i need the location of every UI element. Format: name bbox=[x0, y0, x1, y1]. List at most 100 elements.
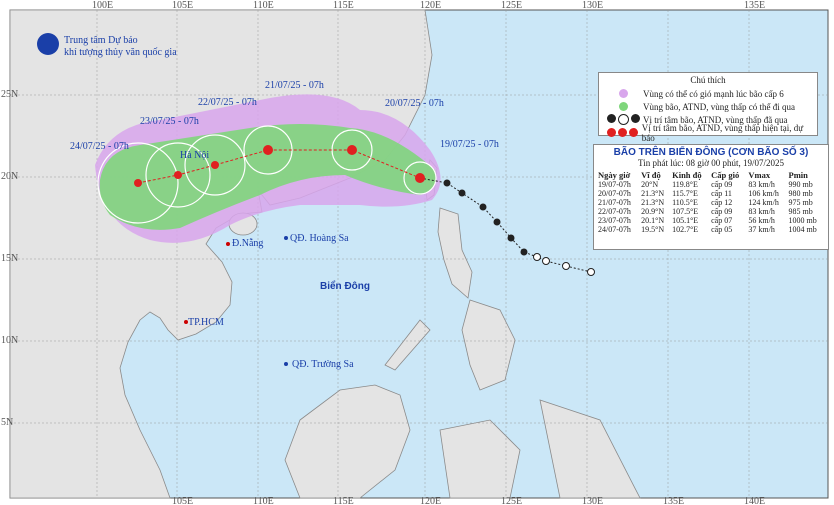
lon-label: 100E bbox=[92, 0, 113, 11]
column-header: Vmax bbox=[748, 170, 771, 180]
legend-text: Vị trí tâm bão, ATND, vùng thấp hiện tại… bbox=[641, 122, 804, 143]
lon-label: 140E bbox=[744, 496, 765, 505]
column-header: Pmin bbox=[788, 170, 808, 180]
track-label: 20/07/25 - 07h bbox=[385, 98, 444, 109]
table-cell: 975 mb bbox=[788, 198, 813, 207]
column-header: Ngày giờ bbox=[598, 170, 631, 180]
lon-label: 105E bbox=[172, 0, 193, 11]
legend-item: Vùng bão, ATND, vùng thấp có thể đi qua bbox=[603, 100, 813, 113]
table-cell: 107.5°E bbox=[672, 207, 699, 216]
table-row: 20/07-07h 21.3°N 115.7°E cấp 11 106 km/h 980 … bbox=[597, 189, 825, 198]
table-cell: cấp 09 bbox=[711, 207, 733, 216]
sea-label: Biển Đông bbox=[320, 280, 370, 292]
island-dot bbox=[284, 236, 288, 240]
place-label: Hà Nội bbox=[180, 150, 209, 161]
table-cell: 21.3°N bbox=[641, 189, 665, 198]
table-title: BÃO TRÊN BIỂN ĐÔNG (CƠN BÃO SỐ 3) bbox=[613, 147, 809, 158]
legend: Chú thích Vùng có thể có gió mạnh lúc bã… bbox=[598, 72, 818, 143]
table-cell: 20/07-07h bbox=[598, 189, 631, 198]
table-cell: 990 mb bbox=[788, 180, 813, 189]
table-cell: 19.5°N bbox=[641, 225, 665, 234]
lon-label: 125E bbox=[501, 0, 522, 11]
forecast-track bbox=[137, 149, 421, 184]
table-cell: cấp 09 bbox=[711, 180, 733, 189]
radius-circles bbox=[97, 125, 437, 224]
lon-label: 105E bbox=[172, 496, 193, 505]
column-header: Kinh độ bbox=[672, 170, 702, 180]
table-cell: cấp 05 bbox=[711, 225, 733, 234]
lat-label: 5N bbox=[1, 417, 13, 428]
table-cell: 22/07-07h bbox=[598, 207, 631, 216]
table-cell: 20.9°N bbox=[641, 207, 665, 216]
legend-text: Vùng bão, ATND, vùng thấp có thể đi qua bbox=[643, 101, 795, 112]
city-dot bbox=[184, 320, 188, 324]
legend-item: Vị trí tâm bão, ATND, vùng thấp hiện tại… bbox=[603, 123, 813, 143]
past-points bbox=[443, 179, 595, 276]
table-row: 24/07-07h 19.5°N 102.7°E cấp 05 37 km/h 1004 … bbox=[597, 225, 825, 234]
lon-label: 120E bbox=[420, 496, 441, 505]
track-label: 21/07/25 - 07h bbox=[265, 80, 324, 91]
table-cell: 1000 mb bbox=[788, 216, 817, 225]
org-name: khí tượng thủy văn quốc gia bbox=[64, 47, 177, 58]
place-label: TP.HCM bbox=[188, 317, 224, 328]
legend-title: Chú thích bbox=[690, 75, 726, 85]
table-cell: 83 km/h bbox=[748, 207, 775, 216]
place-label: Đ.Nẵng bbox=[232, 238, 263, 249]
track-label: 24/07/25 - 07h bbox=[70, 141, 129, 152]
table-row: 21/07-07h 21.3°N 110.5°E cấp 12 124 km/h 975 … bbox=[597, 198, 825, 207]
lon-label: 130E bbox=[582, 0, 603, 11]
table-cell: 106 km/h bbox=[748, 189, 779, 198]
table-cell: cấp 12 bbox=[711, 198, 733, 207]
legend-text: Vị trí tâm bão, ATND, vùng thấp đã qua bbox=[643, 114, 788, 125]
table-cell: 115.7°E bbox=[672, 189, 698, 198]
table-cell: cấp 11 bbox=[711, 189, 732, 198]
lon-label: 135E bbox=[744, 0, 765, 11]
place-label: QĐ. Trường Sa bbox=[292, 359, 354, 370]
table-cell: 23/07-07h bbox=[598, 216, 631, 225]
table-cell: 24/07-07h bbox=[598, 225, 631, 234]
grid-labels: 100E 105E 110E 115E 120E 125E 130E 135E … bbox=[1, 0, 765, 505]
table-cell: 105.1°E bbox=[672, 216, 699, 225]
storm-table: BÃO TRÊN BIỂN ĐÔNG (CƠN BÃO SỐ 3) Tin ph… bbox=[593, 144, 829, 250]
city-dot bbox=[226, 242, 230, 246]
table-cell: 37 km/h bbox=[748, 225, 775, 234]
forecast-points bbox=[134, 145, 425, 187]
lon-label: 110E bbox=[253, 496, 274, 505]
place-label: QĐ. Hoàng Sa bbox=[290, 233, 349, 244]
legend-item: Vị trí tâm bão, ATND, vùng thấp đã qua bbox=[603, 113, 813, 126]
logo bbox=[37, 33, 59, 55]
table-cell: 21/07-07h bbox=[598, 198, 631, 207]
legend-text: Vùng có thể có gió mạnh lúc bão cấp 6 bbox=[643, 88, 784, 99]
track-labels: 24/07/25 - 07h 23/07/25 - 07h 22/07/25 -… bbox=[70, 80, 499, 152]
table-cell: 110.5°E bbox=[672, 198, 698, 207]
lon-label: 110E bbox=[253, 0, 274, 11]
table-cell: 20.1°N bbox=[641, 216, 665, 225]
lon-label: 115E bbox=[333, 496, 354, 505]
track-label: 22/07/25 - 07h bbox=[198, 97, 257, 108]
lon-label: 125E bbox=[501, 496, 522, 505]
lat-label: 25N bbox=[1, 89, 18, 100]
table-cell: 56 km/h bbox=[748, 216, 775, 225]
table-cell: 19/07-07h bbox=[598, 180, 631, 189]
table-cell: 124 km/h bbox=[748, 198, 779, 207]
column-header: Cấp gió bbox=[711, 170, 740, 180]
track-label: 23/07/25 - 07h bbox=[140, 116, 199, 127]
lon-label: 130E bbox=[582, 496, 603, 505]
table-subtitle: Tin phát lúc: 08 giờ 00 phút, 19/07/2025 bbox=[638, 158, 784, 168]
lon-label: 120E bbox=[420, 0, 441, 11]
lat-label: 10N bbox=[1, 335, 18, 346]
table-cell: 119.8°E bbox=[672, 180, 698, 189]
table-cell: 980 mb bbox=[788, 189, 813, 198]
lon-label: 135E bbox=[663, 496, 684, 505]
table-cell: 21.3°N bbox=[641, 198, 665, 207]
org-name: Trung tâm Dự báo bbox=[64, 35, 138, 46]
table-cell: 20°N bbox=[641, 180, 659, 189]
table-cell: cấp 07 bbox=[711, 216, 733, 225]
lon-label: 115E bbox=[333, 0, 354, 11]
table-cell: 1004 mb bbox=[788, 225, 817, 234]
table-cell: 102.7°E bbox=[672, 225, 699, 234]
table-row: 22/07-07h 20.9°N 107.5°E cấp 09 83 km/h 985 m… bbox=[597, 207, 825, 216]
table-row: 19/07-07h 20°N 119.8°E cấp 09 83 km/h 990 mb bbox=[597, 180, 825, 189]
island-dot bbox=[284, 362, 288, 366]
